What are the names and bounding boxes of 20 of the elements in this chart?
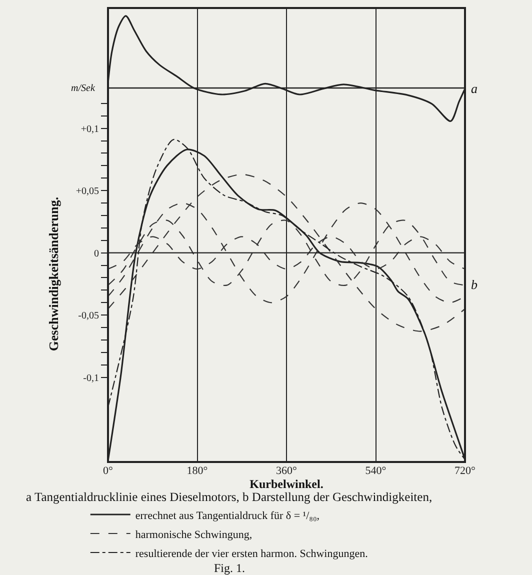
x-tick-label: 720°: [454, 465, 476, 477]
y-axis-title: Geschwindigkeitsänderung.: [46, 196, 61, 352]
y-tick-label: +0,1: [80, 124, 99, 135]
legend-label: errechnet aus Tangentialdruck für δ = ¹/₈₀,: [135, 510, 320, 522]
x-tick-label: 540°: [365, 465, 386, 477]
text: a Tangentialdrucklinie eines Dieselmotors, b Darstellung der Geschwindigkeiten,: [26, 490, 432, 504]
legend-label: harmonische Schwingung,: [135, 528, 252, 541]
y-tick-label: -0,05: [78, 310, 99, 322]
text: m/Sek: [71, 83, 96, 94]
y-tick-label: +0,05: [76, 186, 99, 198]
y-tick-label: -0,1: [83, 372, 99, 384]
y-tick-label: 0: [94, 248, 99, 260]
x-axis-title: Kurbelwinkel.: [250, 477, 324, 491]
x-tick-label: 360°: [276, 465, 297, 477]
x-tick-label: 0°: [103, 465, 113, 477]
text: a: [471, 81, 478, 96]
x-tick-label: 180°: [186, 465, 208, 477]
text: b: [471, 277, 478, 292]
legend-label: resultierende der vier ersten harmon. Schwingungen.: [135, 548, 368, 560]
caption: Fig. 1.: [214, 561, 246, 575]
